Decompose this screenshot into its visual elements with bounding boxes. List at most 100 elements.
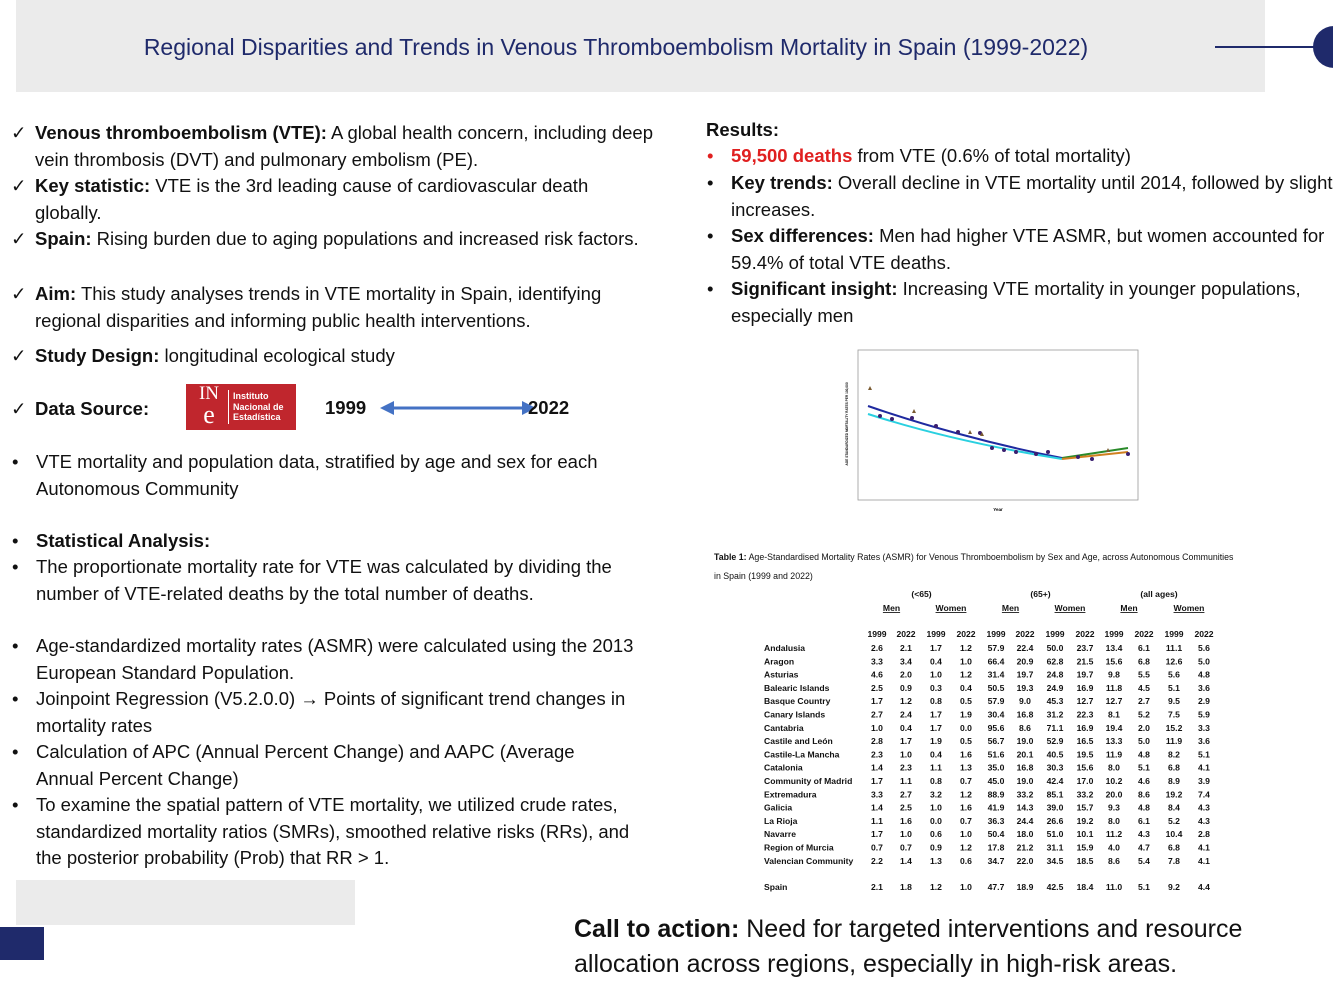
table-cell: 7.5: [1168, 710, 1180, 720]
table-cell: 8.6: [1019, 723, 1031, 733]
item-label: Significant insight:: [731, 278, 898, 299]
table-cell: 0.4: [930, 749, 942, 759]
row-label: Castile-La Mancha: [764, 749, 840, 759]
row-label: Navarre: [764, 829, 796, 839]
table-cell: 6.8: [1138, 656, 1150, 666]
year-header: 1999: [1104, 629, 1123, 639]
year-header: 1999: [1164, 629, 1183, 639]
table-cell: 11.9: [1106, 749, 1122, 759]
table-cell: 1.9: [960, 710, 972, 720]
trend-line: [1061, 447, 1129, 459]
table-cell: 5.1: [1198, 749, 1210, 759]
table-cell: 0.5: [960, 736, 972, 746]
table-cell: 12.6: [1166, 656, 1183, 666]
table-caption: in Spain (1999 and 2022): [714, 571, 813, 581]
table-cell: 95.6: [988, 723, 1005, 733]
bullet: •: [707, 278, 714, 299]
table-cell: 9.5: [1168, 696, 1180, 706]
table-cell: 11.0: [1106, 882, 1122, 892]
table-cell: 17.8: [988, 843, 1005, 853]
row-label: Canary Islands: [764, 710, 825, 720]
table-cell: 1.2: [960, 670, 972, 680]
year-header: 2022: [956, 629, 975, 639]
table-cell: 4.6: [1138, 776, 1150, 786]
table-cell: 71.1: [1047, 723, 1064, 733]
table-cell: 5.2: [1138, 710, 1150, 720]
table-cell: 15.2: [1166, 723, 1183, 733]
table-cell: 1.7: [930, 710, 942, 720]
table-cell: 4.7: [1138, 843, 1150, 853]
row-label: Region of Murcia: [764, 843, 834, 853]
arrow-head: [380, 401, 394, 415]
bullet: •: [707, 145, 714, 166]
table-cell: 50.5: [988, 683, 1005, 693]
start-year: 1999: [325, 397, 367, 418]
table-cell: 10.1: [1077, 829, 1094, 839]
table-cell: 16.9: [1077, 723, 1094, 733]
item-text: VTE is the 3rd leading cause of cardiova…: [35, 175, 589, 223]
list-item: • 59,500 deaths from VTE (0.6% of total m…: [707, 143, 1333, 170]
table-cell: 9.2: [1168, 882, 1180, 892]
item-text: Age-standardized mortality rates (ASMR) …: [36, 635, 634, 683]
table-cell: 42.5: [1047, 882, 1064, 892]
table-cell: 2.9: [1198, 696, 1210, 706]
table-cell: 4.3: [1198, 803, 1210, 813]
table-cell: 6.1: [1138, 816, 1150, 826]
group-header: (<65): [911, 589, 931, 599]
table-cell: 2.7: [1138, 696, 1150, 706]
row-label: Andalusia: [764, 643, 805, 653]
table-cell: 1.8: [900, 882, 912, 892]
table-cell: 35.0: [988, 763, 1005, 773]
table-cell: 2.1: [900, 643, 912, 653]
list-item: • Statistical Analysis:: [12, 528, 626, 555]
table-cell: 18.9: [1017, 882, 1034, 892]
table-cell: 3.6: [1198, 736, 1210, 746]
table-cell: 1.0: [930, 670, 942, 680]
end-year: 2022: [528, 397, 570, 418]
table-cell: 12.7: [1106, 696, 1123, 706]
table-cell: 0.0: [960, 723, 972, 733]
call-to-action: Call to action: Need for targeted interv…: [574, 912, 1324, 982]
table-cell: 33.2: [1017, 789, 1034, 799]
table-cell: 4.8: [1138, 803, 1150, 813]
table-cell: 4.1: [1198, 856, 1210, 866]
row-label: Balearic Islands: [764, 683, 830, 693]
table-cell: 19.0: [1017, 736, 1034, 746]
item-text: longitudinal ecological study: [164, 345, 395, 366]
table-cell: 57.9: [988, 696, 1005, 706]
table-cell: 47.7: [988, 882, 1005, 892]
table-cell: 0.7: [960, 816, 972, 826]
table-cell: 0.4: [930, 656, 942, 666]
table-cell: 24.4: [1017, 816, 1034, 826]
table-cell: 5.5: [1138, 670, 1150, 680]
table-cell: 57.9: [988, 643, 1005, 653]
table-cell: 1.0: [871, 723, 883, 733]
table-cell: 10.4: [1166, 829, 1183, 839]
table-cell: 3.2: [930, 789, 942, 799]
table-cell: 4.1: [1198, 763, 1210, 773]
bullet: ✓: [11, 228, 27, 249]
list-item: • The proportionate mortality rate for VT…: [12, 554, 636, 607]
table-cell: 21.5: [1077, 656, 1094, 666]
table-cell: 15.6: [1106, 656, 1123, 666]
arrow-head: [522, 401, 536, 415]
table-cell: 18.5: [1077, 856, 1094, 866]
list-item: ✓ Data Source:: [11, 396, 175, 423]
table-cell: 4.3: [1198, 816, 1210, 826]
table-cell: 45.3: [1047, 696, 1064, 706]
header-dot: [1313, 26, 1333, 68]
asmr-table: Table 1: Age-Standardised Mortality Rate…: [714, 552, 1234, 892]
table-cell: 6.1: [1138, 643, 1150, 653]
sex-header: Men: [883, 603, 900, 613]
table-cell: 18.4: [1077, 882, 1094, 892]
item-label: Statistical Analysis:: [36, 530, 211, 551]
table-cell: 0.7: [900, 843, 912, 853]
table-cell: 1.0: [960, 656, 972, 666]
title: Regional Disparities and Trends in Venou…: [143, 34, 1089, 60]
bullet: ✓: [11, 175, 27, 196]
year-header: 2022: [1194, 629, 1213, 639]
table-cell: 7.4: [1198, 789, 1210, 799]
y-axis-label: AGE STANDARDIZED MORTALITY RATES PER 100…: [845, 382, 849, 465]
table-cell: 2.8: [871, 736, 883, 746]
table-cell: 31.4: [988, 670, 1005, 680]
